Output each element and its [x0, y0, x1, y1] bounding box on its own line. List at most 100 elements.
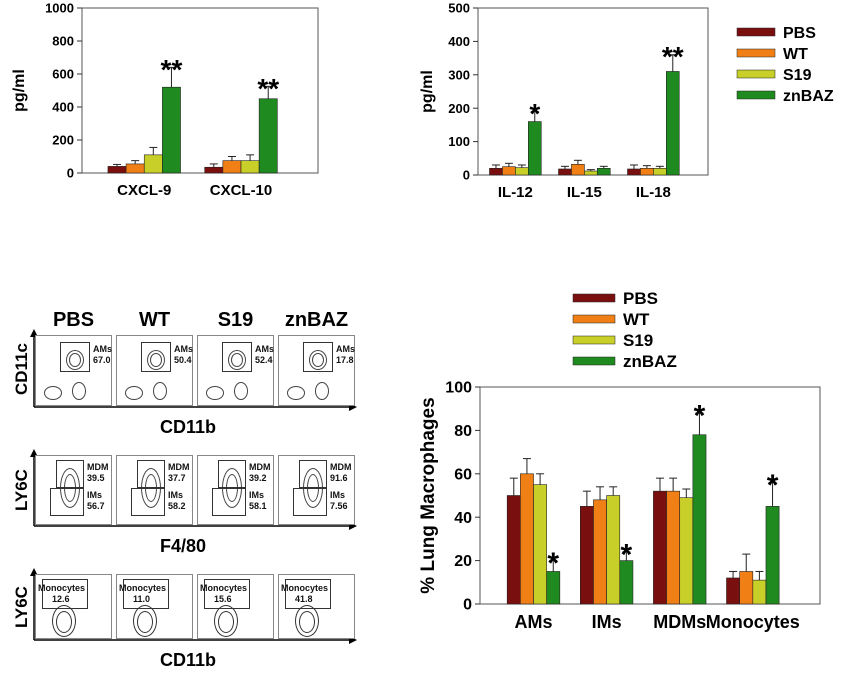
- facs-gate: [137, 460, 165, 488]
- facs-gate-label-2: IMs: [330, 490, 346, 500]
- facs-y-label: LY6C: [12, 469, 31, 511]
- facs-gate: [212, 488, 246, 516]
- legend-swatch: [572, 293, 616, 303]
- y-tick-label: 0: [463, 597, 472, 614]
- plot-frame: [479, 386, 821, 605]
- facs-column-header: PBS: [52, 309, 95, 331]
- y-axis-label: pg/ml: [11, 69, 28, 112]
- bar-pbs: [558, 168, 572, 176]
- bar-wt: [640, 168, 654, 176]
- facs-gate-value: 12.6: [52, 594, 70, 604]
- category-label: IMs: [592, 612, 622, 632]
- facs-gate: [50, 488, 84, 516]
- category-label: IL-18: [636, 184, 671, 201]
- bar-znbaz: [162, 86, 181, 174]
- legend-swatch: [736, 27, 776, 37]
- facs-gate: [303, 342, 333, 372]
- bar-pbs: [627, 168, 641, 176]
- facs-gate-label: MDM: [249, 462, 271, 472]
- facs-gate-value: 67.0: [93, 355, 111, 365]
- facs-contour: [72, 382, 86, 400]
- y-tick-label: 40: [454, 510, 472, 527]
- facs-gate: [42, 579, 88, 609]
- facs-contour: [218, 611, 234, 633]
- facs-column-header: znBAZ: [284, 309, 349, 331]
- cytokine-chart-il: 0 100 200 300 400 500 pg/ml IL-12 * IL-15 IL-18 **: [419, 1, 709, 201]
- facs-contour: [295, 605, 319, 637]
- category-label: IL-12: [498, 184, 533, 201]
- facs-gate-label: Monocytes: [38, 583, 86, 593]
- y-axis-label: pg/ml: [419, 70, 436, 113]
- facs-x-label: CD11b: [160, 417, 217, 437]
- legend-swatch: [572, 356, 616, 366]
- facs-gate-label: AMs: [93, 344, 113, 354]
- facs-column-header: WT: [138, 309, 171, 331]
- y-tick-label: 300: [448, 67, 470, 82]
- legend-label: S19: [783, 67, 812, 84]
- facs-gate: [299, 460, 327, 488]
- facs-contour: [287, 386, 305, 400]
- legend-label: PBS: [783, 25, 816, 42]
- y-tick-label: 0: [67, 166, 74, 181]
- legend-label: WT: [783, 46, 808, 63]
- significance-marker: **: [161, 54, 183, 85]
- category-label: MDMs: [653, 612, 706, 632]
- facs-plot: Monocytes 11.0: [116, 574, 193, 639]
- facs-gate-value: 15.6: [214, 594, 232, 604]
- facs-gate-value: 17.8: [336, 355, 354, 365]
- facs-gate-label: AMs: [336, 344, 356, 354]
- legend-bottom: PBS WT S19 znBAZ: [572, 289, 677, 371]
- facs-plot: AMs 50.4: [116, 335, 193, 406]
- facs-x-label: CD11b: [160, 650, 217, 670]
- y-tick-label: 600: [52, 67, 74, 82]
- facs-gate-value-2: 56.7: [87, 501, 105, 511]
- bar-wt: [222, 160, 242, 174]
- lung-macrophage-chart: 0 20 40 60 80 100 % Lung Macrophages AMs * IMs * MD…: [418, 380, 821, 632]
- bar-pbs: [653, 490, 667, 605]
- facs-plot: AMs 17.8: [278, 335, 355, 406]
- facs-contour: [231, 353, 243, 367]
- bar-wt: [520, 473, 534, 605]
- y-tick-label: 80: [454, 423, 472, 440]
- legend-swatch: [572, 314, 616, 324]
- legend-label: PBS: [623, 289, 658, 308]
- significance-marker: **: [257, 73, 279, 104]
- bar-wt: [125, 163, 145, 174]
- legend-label: znBAZ: [783, 88, 834, 105]
- facs-contour: [44, 386, 62, 400]
- facs-gate-label-2: IMs: [87, 490, 103, 500]
- facs-gate-label-2: IMs: [249, 490, 265, 500]
- facs-gate-label: MDM: [330, 462, 352, 472]
- facs-gate: [131, 488, 165, 516]
- y-tick-label: 400: [52, 100, 74, 115]
- facs-plot: MDM 37.7 IMs 58.2: [116, 455, 193, 525]
- bar-znbaz: [765, 506, 780, 605]
- legend-swatch: [572, 335, 616, 345]
- facs-gate-value-2: 7.56: [330, 501, 348, 511]
- legend-label: znBAZ: [623, 352, 677, 371]
- legend-top: PBS WT S19 znBAZ: [736, 25, 834, 105]
- y-axis-label: % Lung Macrophages: [418, 397, 439, 593]
- significance-marker: *: [547, 547, 559, 580]
- facs-column-header: S19: [217, 309, 254, 331]
- bar-pbs: [506, 495, 521, 605]
- legend-label: WT: [623, 310, 650, 329]
- y-tick-label: 400: [448, 34, 470, 49]
- facs-y-label: LY6C: [12, 585, 31, 628]
- facs-gate: [293, 488, 327, 516]
- bar-znbaz: [692, 434, 707, 605]
- facs-contour: [315, 382, 329, 400]
- facs-plot: MDM 39.2 IMs 58.1: [197, 455, 274, 525]
- bar-pbs: [489, 168, 503, 176]
- facs-gate: [222, 342, 252, 372]
- y-tick-label: 100: [448, 134, 470, 149]
- facs-plot: Monocytes 12.6: [35, 574, 112, 639]
- bar-s19: [752, 579, 767, 605]
- bar-s19: [240, 160, 260, 174]
- y-tick-label: 0: [463, 168, 470, 183]
- category-label: IL-15: [567, 184, 602, 201]
- facs-contour: [147, 350, 165, 370]
- y-tick-label: 20: [454, 553, 472, 570]
- significance-marker: *: [621, 538, 633, 571]
- significance-marker: *: [529, 98, 540, 129]
